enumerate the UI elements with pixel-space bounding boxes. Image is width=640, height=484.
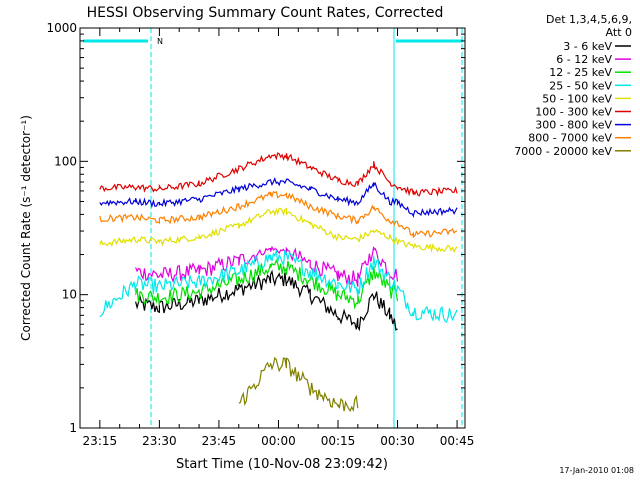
legend-label: 300 - 800 keV: [535, 119, 612, 132]
y-tick-label: 1000: [46, 21, 77, 35]
x-tick-label: 23:30: [142, 434, 177, 448]
series-line-9: [239, 358, 358, 411]
legend-label: 100 - 300 keV: [535, 106, 612, 119]
legend-label: 6 - 12 keV: [556, 53, 612, 66]
x-tick-label: 00:15: [321, 434, 356, 448]
plot-data: N: [83, 28, 463, 428]
legend-label: 50 - 100 keV: [542, 92, 612, 105]
x-tick-label: 00:45: [440, 434, 475, 448]
legend-label: 3 - 6 keV: [563, 40, 612, 53]
legend-label: 25 - 50 keV: [549, 79, 612, 92]
legend-label: 7000 - 20000 keV: [514, 145, 612, 158]
x-axis-label: Start Time (10-Nov-08 23:09:42): [176, 457, 388, 472]
y-axis-label: Corrected Count Rate (s⁻¹ detector⁻¹): [19, 115, 33, 341]
x-tick-label: 23:45: [202, 434, 237, 448]
y-tick-label: 10: [62, 288, 77, 302]
series-line-6: [100, 153, 457, 196]
x-tick-label: 00:30: [380, 434, 415, 448]
chart-title: HESSI Observing Summary Count Rates, Cor…: [87, 5, 444, 21]
y-axis: 1 10 100 1000: [46, 21, 465, 435]
y-tick-label: 100: [54, 154, 77, 168]
series-line-8: [100, 192, 457, 237]
legend-label: 800 - 7000 keV: [528, 132, 612, 145]
legend-header-line-2: Att 0: [606, 26, 632, 39]
footer-date: 17-Jan-2010 01:08: [559, 466, 634, 475]
annotation-label-n: N: [157, 37, 163, 46]
series-line-4: [100, 250, 457, 322]
series-line-5: [100, 208, 457, 251]
x-tick-label: 23:15: [83, 434, 118, 448]
x-tick-label: 00:00: [261, 434, 296, 448]
legend-label: 12 - 25 keV: [549, 66, 612, 79]
legend-header-line-1: Det 1,3,4,5,6,9,: [546, 13, 632, 26]
y-tick-label: 1: [69, 421, 77, 435]
